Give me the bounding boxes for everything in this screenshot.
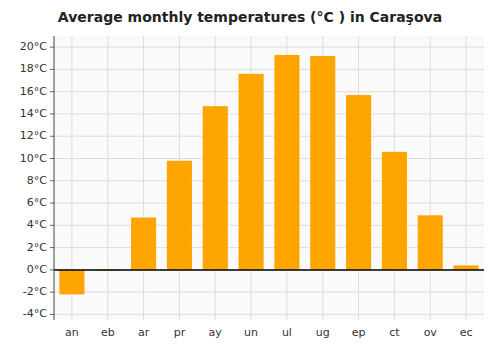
bar xyxy=(167,161,192,270)
x-tick-label: ov xyxy=(424,326,438,339)
y-tick xyxy=(50,47,54,48)
y-tick xyxy=(50,180,54,181)
y-tick-label: 10°C xyxy=(20,152,47,165)
y-grid-line xyxy=(54,158,484,159)
y-tick-label: 8°C xyxy=(27,174,47,187)
x-tick-label: ep xyxy=(352,326,366,339)
bar xyxy=(382,152,407,270)
zero-line xyxy=(54,269,484,271)
title: Average monthly temperatures (°C ) in Ca… xyxy=(58,9,442,25)
y-tick-label: -4°C xyxy=(23,307,47,320)
y-tick xyxy=(50,292,54,293)
y-tick-label: 16°C xyxy=(20,85,47,98)
y-tick-label: 20°C xyxy=(20,40,47,53)
y-tick-label: 12°C xyxy=(20,129,47,142)
x-tick-label: ec xyxy=(460,326,473,339)
bar xyxy=(310,56,335,270)
y-tick-label: 6°C xyxy=(27,196,47,209)
x-tick-label: eb xyxy=(101,326,115,339)
chart-container: -4°C -2°C 0°C 2°C 4°C 6°C 8°C 10°C 12°C 14°C 16°C 1… xyxy=(0,0,500,350)
y-tick xyxy=(50,225,54,226)
y-tick xyxy=(50,136,54,137)
bar xyxy=(239,74,264,270)
y-grid-line xyxy=(54,69,484,70)
y-tick xyxy=(50,69,54,70)
y-grid-line xyxy=(54,91,484,92)
bar xyxy=(203,106,228,270)
y-tick-label: -2°C xyxy=(23,285,47,298)
bar xyxy=(346,95,371,270)
x-tick-label: pr xyxy=(174,326,186,339)
x-grid-line xyxy=(430,36,431,320)
y-axis-line xyxy=(54,36,55,320)
bar xyxy=(418,215,443,270)
axes: -4°C -2°C 0°C 2°C 4°C 6°C 8°C 10°C 12°C 14°C 16°C 1… xyxy=(20,40,473,339)
x-grid-line xyxy=(466,36,467,320)
y-tick-label: 14°C xyxy=(20,107,47,120)
x-tick-label: ug xyxy=(316,326,330,339)
x-tick-label: an xyxy=(65,326,79,339)
x-tick-label: ul xyxy=(282,326,292,339)
y-tick xyxy=(50,91,54,92)
y-grid-line xyxy=(54,269,484,270)
x-grid-line xyxy=(107,36,108,320)
x-grid-line xyxy=(143,36,144,320)
y-tick-label: 4°C xyxy=(27,218,47,231)
y-grid-line xyxy=(54,136,484,137)
y-tick xyxy=(50,314,54,315)
bar xyxy=(131,218,156,270)
grid xyxy=(54,36,484,320)
y-tick xyxy=(50,113,54,114)
y-tick xyxy=(50,269,54,270)
y-tick-label: 0°C xyxy=(27,263,47,276)
y-grid-line xyxy=(54,180,484,181)
y-tick xyxy=(50,247,54,248)
y-grid-line xyxy=(54,292,484,293)
y-tick-label: 2°C xyxy=(27,241,47,254)
x-tick-label: ct xyxy=(389,326,400,339)
x-tick-label: ar xyxy=(138,326,150,339)
x-tick-label: ay xyxy=(209,326,223,339)
y-tick xyxy=(50,203,54,204)
y-grid-line xyxy=(54,203,484,204)
bars xyxy=(59,55,478,294)
y-tick-label: 18°C xyxy=(20,62,47,75)
bar xyxy=(274,55,299,270)
chart-svg: -4°C -2°C 0°C 2°C 4°C 6°C 8°C 10°C 12°C 14°C 16°C 1… xyxy=(0,0,500,350)
y-tick xyxy=(50,158,54,159)
y-grid-line xyxy=(54,314,484,315)
plot-background xyxy=(54,36,484,320)
x-tick-label: un xyxy=(244,326,258,339)
y-grid-line xyxy=(54,113,484,114)
bar xyxy=(59,270,84,295)
y-grid-line xyxy=(54,47,484,48)
